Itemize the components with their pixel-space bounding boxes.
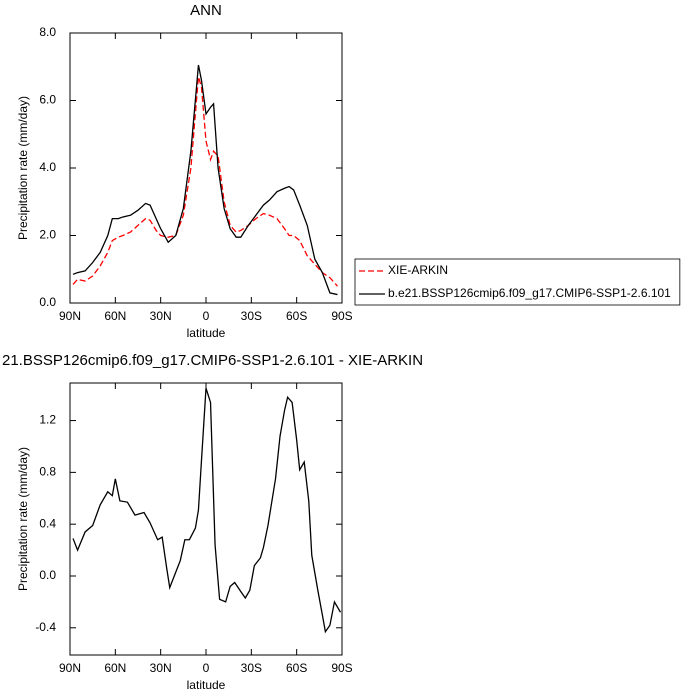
legend-label: XIE-ARKIN: [388, 263, 448, 277]
y-axis-label: Precipitation rate (mm/day): [16, 96, 30, 240]
x-axis-label: latitude: [187, 678, 226, 692]
x-tick-label: 30N: [150, 309, 172, 323]
legend: XIE-ARKIN b.e21.BSSP126cmip6.f09_g17.CMIP…: [354, 258, 681, 306]
chart-title: 21.BSSP126cmip6.f09_g17.CMIP6-SSP1-2.6.1…: [2, 352, 423, 369]
chart-title: ANN: [190, 2, 222, 19]
x-axis-label: latitude: [187, 326, 226, 340]
y-tick-label: 0.0: [39, 295, 56, 309]
x-tick-label: 60N: [104, 661, 126, 675]
y-tick-label: 0.0: [39, 568, 56, 582]
y-tick-label: 4.0: [39, 160, 56, 174]
y-tick-label: 8.0: [39, 25, 56, 39]
data-line: [72, 64, 338, 296]
data-line: [72, 76, 338, 287]
y-tick-label: 6.0: [39, 93, 56, 107]
legend-frame: [354, 258, 681, 306]
plot-frame: [69, 32, 343, 304]
plot-frame: [69, 382, 343, 656]
x-tick-label: 60S: [286, 661, 307, 675]
x-tick-label: 90S: [331, 309, 352, 323]
data-line: [72, 387, 342, 634]
x-tick-label: 30N: [150, 661, 172, 675]
y-tick-label: -0.4: [35, 620, 56, 634]
x-tick-label: 60S: [286, 309, 307, 323]
x-tick-label: 30S: [241, 309, 262, 323]
x-tick-label: 90N: [59, 309, 81, 323]
x-tick-label: 90N: [59, 661, 81, 675]
y-tick-label: 1.2: [39, 413, 56, 427]
y-tick-label: 0.8: [39, 465, 56, 479]
x-tick-label: 90S: [331, 661, 352, 675]
y-tick-label: 2.0: [39, 228, 56, 242]
x-tick-label: 0: [203, 661, 210, 675]
x-tick-label: 30S: [241, 661, 262, 675]
x-tick-label: 0: [203, 309, 210, 323]
y-tick-label: 0.4: [39, 516, 56, 530]
y-axis-label: Precipitation rate (mm/day): [16, 447, 30, 591]
legend-label: b.e21.BSSP126cmip6.f09_g17.CMIP6-SSP1-2.…: [388, 286, 671, 300]
x-tick-label: 60N: [104, 309, 126, 323]
